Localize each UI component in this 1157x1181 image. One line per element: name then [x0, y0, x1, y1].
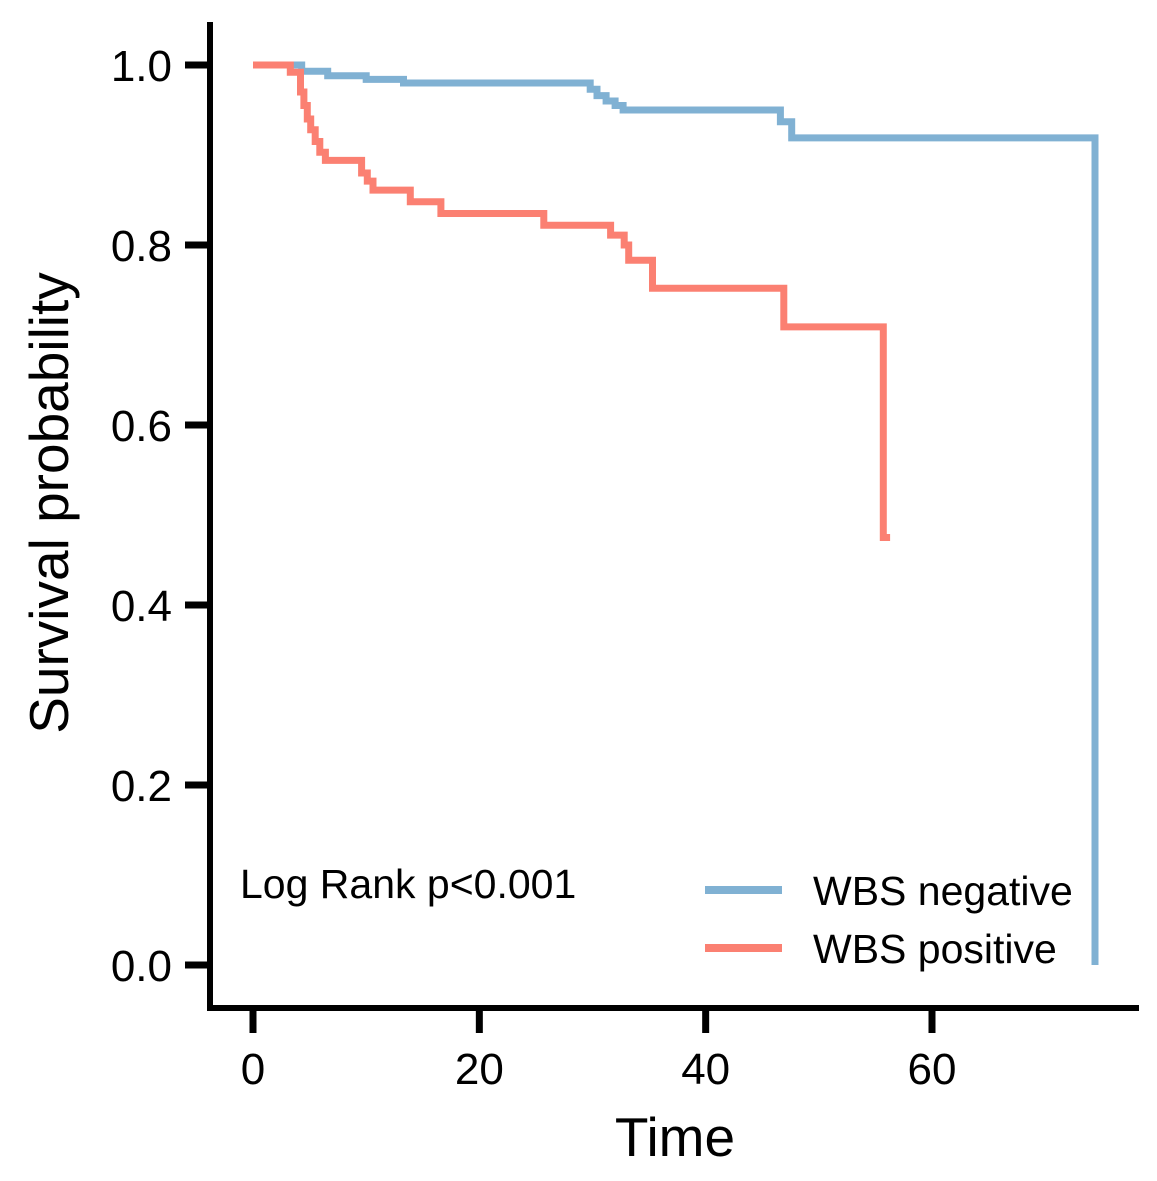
- x-tick-label: 60: [908, 1045, 957, 1094]
- y-tick-label: 0.8: [111, 222, 172, 271]
- x-tick-label: 20: [455, 1045, 504, 1094]
- x-tick-label: 0: [241, 1045, 265, 1094]
- y-tick-label: 0.0: [111, 942, 172, 991]
- x-axis: 0 20 40 60 Time: [207, 1005, 1139, 1168]
- legend: WBS negative WBS positive: [705, 868, 1073, 972]
- y-axis-ticks: 1.0 0.8 0.6 0.4 0.2 0.0: [111, 42, 210, 991]
- y-axis-title: Survival probability: [18, 272, 80, 734]
- x-tick-label: 40: [681, 1045, 730, 1094]
- y-tick-label: 0.6: [111, 402, 172, 451]
- km-curve-wbs-negative: [253, 61, 1099, 965]
- annotation-group: Log Rank p<0.001: [240, 861, 576, 907]
- km-curve-wbs-positive: [253, 61, 891, 541]
- y-axis: 1.0 0.8 0.6 0.4 0.2 0.0 Survival probability: [18, 22, 213, 1011]
- x-axis-title: Time: [615, 1106, 735, 1168]
- legend-label-wbs-negative: WBS negative: [813, 868, 1073, 914]
- log-rank-annotation: Log Rank p<0.001: [240, 861, 576, 907]
- y-tick-label: 0.4: [111, 582, 172, 631]
- y-tick-label: 1.0: [111, 42, 172, 91]
- series-group: [253, 61, 1099, 965]
- x-axis-ticks: 0 20 40 60: [241, 1011, 957, 1094]
- y-tick-label: 0.2: [111, 762, 172, 811]
- legend-label-wbs-positive: WBS positive: [813, 926, 1057, 972]
